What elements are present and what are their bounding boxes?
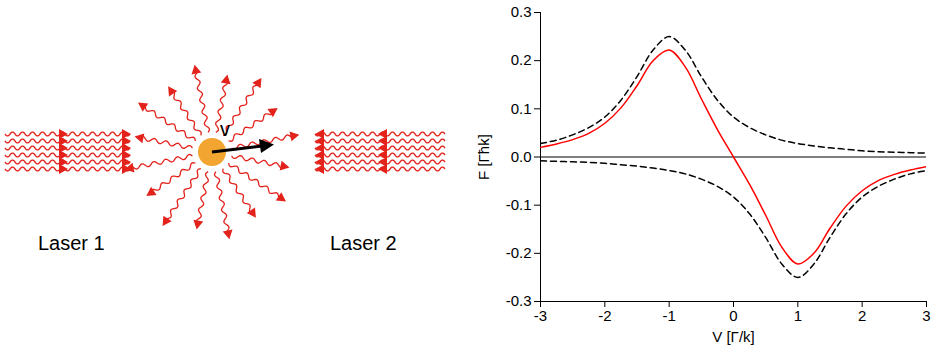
svg-text:-3: -3	[534, 307, 547, 324]
svg-text:0.2: 0.2	[511, 51, 532, 68]
svg-text:0.1: 0.1	[511, 100, 532, 117]
svg-text:0.0: 0.0	[511, 148, 532, 165]
svg-text:Laser 1: Laser 1	[38, 232, 105, 254]
svg-text:F [Γħk]: F [Γħk]	[475, 134, 492, 180]
svg-text:2: 2	[858, 307, 866, 324]
svg-text:-0.2: -0.2	[506, 244, 532, 261]
svg-text:0: 0	[729, 307, 737, 324]
svg-text:-2: -2	[598, 307, 611, 324]
svg-text:-1: -1	[662, 307, 675, 324]
svg-text:v: v	[220, 118, 230, 140]
svg-text:3: 3	[922, 307, 930, 324]
svg-text:V [Γ/k]: V [Γ/k]	[712, 328, 754, 345]
svg-text:1: 1	[794, 307, 802, 324]
svg-text:Laser 2: Laser 2	[330, 232, 397, 254]
svg-text:-0.3: -0.3	[506, 292, 532, 309]
svg-text:-0.1: -0.1	[506, 196, 532, 213]
svg-text:0.3: 0.3	[511, 3, 532, 20]
